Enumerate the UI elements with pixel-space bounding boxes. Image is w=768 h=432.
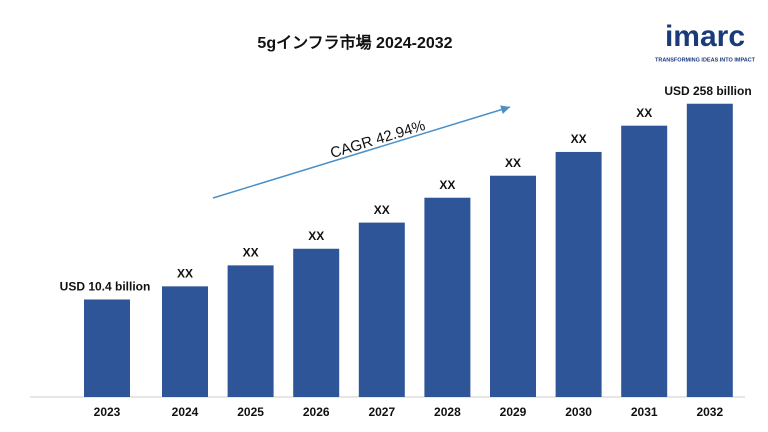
x-tick-label: 2028 — [434, 405, 461, 419]
value-label: XX — [177, 267, 193, 281]
bar — [293, 248, 340, 397]
value-label: USD 258 billion — [664, 84, 751, 98]
cagr-label: CAGR 42.94% — [328, 117, 427, 162]
bar — [490, 175, 536, 397]
bar — [84, 299, 130, 397]
value-label: XX — [308, 229, 324, 243]
bar — [424, 197, 471, 397]
x-tick-label: 2029 — [500, 405, 527, 419]
x-tick-label: 2027 — [368, 405, 395, 419]
chart-title: 5gインフラ市場 2024-2032 — [257, 33, 452, 52]
value-label: XX — [439, 178, 455, 192]
value-label: XX — [505, 156, 521, 170]
value-label: XX — [571, 132, 587, 146]
bar — [162, 286, 208, 397]
x-tick-label: 2031 — [631, 405, 658, 419]
x-tick-label: 2030 — [565, 405, 592, 419]
bar — [227, 265, 274, 397]
logo-name: imarc — [665, 20, 745, 53]
value-label: USD 10.4 billion — [60, 280, 151, 294]
bar — [358, 222, 405, 397]
x-tick-label: 2025 — [237, 405, 264, 419]
logo-tagline: TRANSFORMING IDEAS INTO IMPACT — [655, 57, 756, 63]
bar — [555, 151, 602, 397]
x-tick-label: 2023 — [94, 405, 121, 419]
value-label: XX — [243, 246, 259, 260]
value-label: XX — [636, 106, 652, 120]
x-tick-label: 2032 — [696, 405, 723, 419]
x-tick-label: 2026 — [303, 405, 330, 419]
x-tick-label: 2024 — [172, 405, 199, 419]
cagr-arrow — [212, 105, 511, 199]
value-label: XX — [374, 203, 390, 217]
bar — [686, 103, 733, 397]
bar — [621, 125, 668, 398]
